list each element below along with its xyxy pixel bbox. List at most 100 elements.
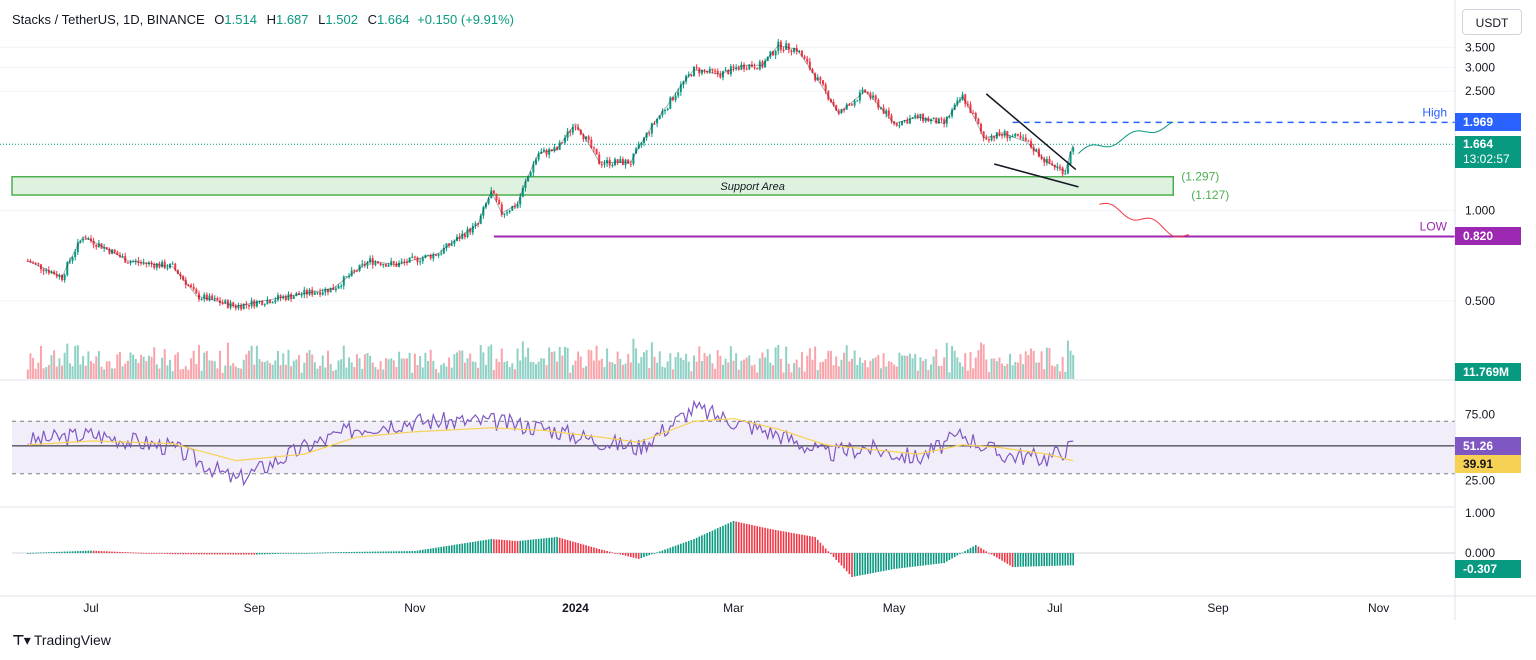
volume-bar <box>574 360 577 379</box>
price-grid <box>0 46 1455 302</box>
time-axis-ticks: Jul Sep Nov 2024 Mar May Jul Sep Nov <box>83 601 1389 615</box>
histogram-bar <box>853 553 856 577</box>
histogram-bar <box>985 551 988 553</box>
candle-body <box>434 254 437 256</box>
volume-bar <box>205 350 208 379</box>
histogram-bar <box>772 529 774 553</box>
volume-bar <box>529 361 532 379</box>
histogram-bar <box>793 533 795 553</box>
histogram-bar <box>967 549 969 553</box>
volume-bar <box>693 355 696 379</box>
histogram-bar <box>445 546 448 553</box>
candle-body <box>413 256 416 258</box>
candle-body <box>382 264 385 266</box>
histogram-bar <box>200 553 203 555</box>
volume-bar <box>779 358 782 379</box>
volume-bar <box>432 360 435 379</box>
histogram-bar <box>803 535 806 553</box>
histogram-bar <box>751 525 753 553</box>
change-value: +0.150 (+9.91%) <box>417 12 514 27</box>
candle-body <box>39 264 42 270</box>
support-lower-label: (1.127) <box>1191 188 1229 202</box>
candle-body <box>250 300 253 307</box>
volume-bar <box>706 356 709 379</box>
volume-bar <box>1064 371 1067 379</box>
histogram-bar <box>184 553 187 555</box>
volume-bar <box>879 368 882 379</box>
candle-body <box>1024 137 1027 141</box>
candle-body <box>379 263 382 266</box>
volume-bar <box>1027 354 1030 379</box>
volume-bar <box>982 344 985 379</box>
volume-bar <box>877 354 880 379</box>
candle-body <box>1003 131 1006 136</box>
histogram-bar <box>390 551 392 553</box>
volume-bar <box>874 357 877 379</box>
volume-bar <box>835 356 838 379</box>
histogram-bar <box>543 538 545 553</box>
candle-body <box>548 149 551 155</box>
candle-body <box>374 261 377 265</box>
candle-body <box>337 286 340 289</box>
volume-bar <box>382 369 385 379</box>
volume-bar <box>469 353 472 379</box>
histogram-bar <box>1048 553 1051 566</box>
volume-bar <box>650 342 653 379</box>
candle-body <box>108 248 111 254</box>
volume-bar <box>737 369 740 379</box>
candle-body <box>84 238 87 240</box>
histogram-bar <box>856 553 859 576</box>
candle-body <box>535 159 538 165</box>
histogram-bar <box>98 550 100 553</box>
histogram-bar <box>645 553 648 557</box>
candle-body <box>521 187 524 197</box>
histogram-bar <box>237 553 240 555</box>
histogram-bar <box>824 548 827 553</box>
histogram-bar <box>522 540 524 553</box>
volume-bar <box>585 366 588 379</box>
volume-bar <box>390 358 393 379</box>
histogram-bar <box>190 553 192 555</box>
candle-body <box>384 264 387 267</box>
candle-body <box>687 74 690 76</box>
histogram-bar <box>163 553 166 554</box>
candle-body <box>516 204 519 208</box>
candle-body <box>1001 135 1004 137</box>
histogram-bar <box>669 547 672 553</box>
wedge-upper-trendline <box>985 93 1077 171</box>
candle-body <box>980 123 983 132</box>
volume-bar <box>553 351 556 379</box>
candle-body <box>1045 158 1048 163</box>
currency-selector[interactable]: USDT <box>1462 9 1522 35</box>
histogram-bar <box>266 553 269 555</box>
histogram-bar <box>385 551 387 553</box>
volume-bar <box>477 367 480 379</box>
tradingview-logo[interactable]: ⊤▾ TradingView <box>12 632 111 649</box>
candle-body <box>848 104 851 106</box>
candle-body <box>1069 151 1072 165</box>
volume-bar <box>153 347 156 379</box>
volume-bar <box>495 358 498 379</box>
candle-body <box>685 75 688 82</box>
histogram-bar <box>706 533 708 553</box>
histogram-bar <box>150 553 153 554</box>
histogram-bar <box>711 530 714 553</box>
volume-bar <box>500 348 503 379</box>
histogram-bar <box>959 553 961 554</box>
histogram-bar <box>477 541 479 553</box>
volume-bar <box>445 366 448 379</box>
volume-bar <box>1072 354 1075 379</box>
support-upper-label: (1.297) <box>1181 170 1219 184</box>
volume-bar <box>274 360 277 379</box>
volume-bar <box>195 364 198 379</box>
volume-bar <box>158 368 161 379</box>
candle-body <box>677 92 680 96</box>
time-axis-label: Mar <box>723 601 744 615</box>
histogram-bar <box>461 543 464 553</box>
volume-bar <box>384 358 387 379</box>
candle-body <box>674 95 677 101</box>
histogram-bar <box>450 545 453 553</box>
histogram-bar <box>1003 553 1006 563</box>
candle-body <box>545 149 548 155</box>
